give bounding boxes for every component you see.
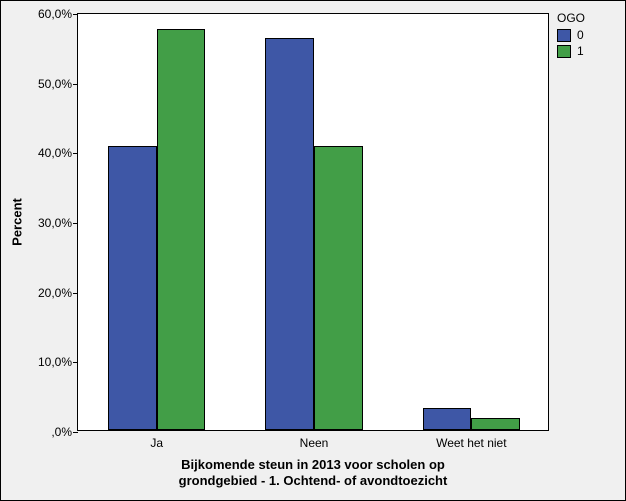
y-axis-title: Percent (10, 198, 25, 246)
chart-figure: ,0%10,0%20,0%30,0%40,0%50,0%60,0%JaNeenW… (0, 0, 626, 501)
y-tick-label: 10,0% (38, 355, 78, 369)
legend-item: 1 (557, 44, 585, 58)
y-tick-mark (73, 223, 78, 224)
x-tick-label: Ja (150, 430, 163, 450)
bar (471, 418, 520, 430)
y-tick-label: 50,0% (38, 77, 78, 91)
legend-swatch (557, 45, 571, 58)
y-tick-label: 60,0% (38, 7, 78, 21)
legend: OGO 0 1 (557, 11, 585, 60)
plot-area: ,0%10,0%20,0%30,0%40,0%50,0%60,0%JaNeenW… (77, 13, 549, 431)
x-tick-label: Weet het niet (436, 430, 507, 450)
y-tick-mark (73, 293, 78, 294)
y-tick-label: 20,0% (38, 286, 78, 300)
bar (157, 29, 206, 430)
y-tick-mark (73, 432, 78, 433)
legend-swatch (557, 29, 571, 42)
y-tick-label: 40,0% (38, 146, 78, 160)
x-axis-title: Bijkomende steun in 2013 voor scholen op… (77, 457, 549, 490)
bar (108, 146, 157, 430)
legend-label: 1 (577, 44, 584, 58)
x-tick-label: Neen (300, 430, 329, 450)
y-tick-label: 30,0% (38, 216, 78, 230)
y-tick-mark (73, 153, 78, 154)
bar (314, 146, 363, 430)
bar (265, 38, 314, 430)
legend-title: OGO (557, 11, 585, 25)
y-tick-mark (73, 84, 78, 85)
legend-item: 0 (557, 28, 585, 42)
y-tick-mark (73, 14, 78, 15)
y-tick-mark (73, 362, 78, 363)
legend-label: 0 (577, 28, 584, 42)
bar (423, 408, 472, 430)
